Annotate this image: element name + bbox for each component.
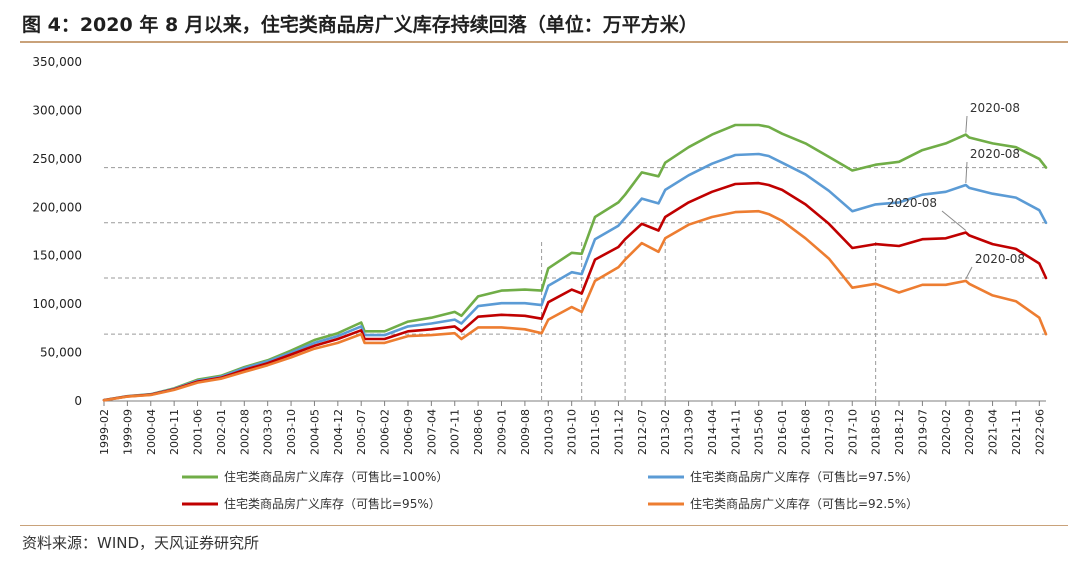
x-tick-label: 2000-11: [168, 409, 181, 455]
x-tick-label: 2021-04: [987, 409, 1000, 455]
x-tick-label: 2014-11: [729, 409, 742, 455]
y-tick-label: 250,000: [32, 152, 82, 166]
x-tick-label: 2007-11: [449, 409, 462, 455]
x-tick-label: 2002-08: [238, 409, 251, 455]
x-tick-label: 2018-12: [893, 409, 906, 455]
legend-item-100: 住宅类商品房广义库存（可售比=100%）: [182, 469, 448, 484]
x-tick-label: 2009-08: [519, 409, 532, 455]
x-tick-label: 2002-01: [215, 409, 228, 455]
annotation-label: 2020-08: [975, 252, 1025, 266]
x-tick-label: 2008-06: [472, 409, 485, 455]
series-line-97-5: [102, 152, 1048, 402]
legend-item-95: 住宅类商品房广义库存（可售比=95%）: [182, 496, 441, 511]
x-tick-label: 2020-02: [940, 409, 953, 455]
annotation-leader-line: [965, 266, 973, 280]
legend-label: 住宅类商品房广义库存（可售比=92.5%）: [690, 496, 918, 511]
x-tick-label: 2004-05: [308, 409, 321, 455]
x-tick-label: 2006-02: [379, 409, 392, 455]
x-tick-label: 2010-10: [566, 409, 579, 455]
annotation-label: 2020-08: [970, 147, 1020, 161]
y-tick-label: 50,000: [40, 346, 82, 360]
x-tick-label: 2003-03: [262, 409, 275, 455]
x-tick-label: 2010-03: [542, 409, 555, 455]
annotation-leader-line: [965, 161, 968, 184]
x-tick-label: 1999-02: [98, 409, 111, 455]
annotation-label: 2020-08: [887, 196, 937, 210]
x-tick-label: 2009-01: [496, 409, 509, 455]
annotation-leader-line: [941, 210, 967, 231]
x-tick-label: 2019-07: [916, 409, 929, 455]
annotation-label: 2020-08: [970, 101, 1020, 115]
series-line-92-5: [102, 209, 1048, 402]
series-line-95: [102, 181, 1048, 402]
y-tick-label: 150,000: [32, 249, 82, 263]
legend-label: 住宅类商品房广义库存（可售比=100%）: [224, 469, 448, 484]
x-tick-label: 2012-07: [636, 409, 649, 455]
title-divider: [20, 41, 1068, 43]
x-tick-label: 2006-09: [402, 409, 415, 455]
x-tick-label: 2011-12: [612, 409, 625, 455]
x-tick-label: 2007-04: [425, 409, 438, 455]
y-tick-label: 300,000: [32, 103, 82, 117]
legend-label: 住宅类商品房广义库存（可售比=97.5%）: [690, 469, 918, 484]
x-tick-label: 2016-08: [799, 409, 812, 455]
x-tick-label: 2004-12: [332, 409, 345, 455]
x-tick-label: 1999-09: [121, 409, 134, 455]
x-tick-label: 2021-11: [1010, 409, 1023, 455]
x-tick-label: 2011-05: [589, 409, 602, 455]
x-tick-label: 2017-03: [823, 409, 836, 455]
x-tick-label: 2015-06: [753, 409, 766, 455]
x-tick-label: 2013-02: [659, 409, 672, 455]
legend-label: 住宅类商品房广义库存（可售比=95%）: [224, 496, 441, 511]
source-note: 资料来源：WIND，天风证券研究所: [22, 534, 260, 552]
x-tick-label: 2018-05: [870, 409, 883, 455]
line-chart: 0 50,000 100,000 150,000 200,000 250,000 300,0…: [32, 55, 1048, 511]
legend-item-97-5: 住宅类商品房广义库存（可售比=97.5%）: [648, 469, 918, 484]
y-tick-label: 100,000: [32, 297, 82, 311]
x-tick-label: 2014-04: [706, 409, 719, 455]
x-tick-label: 2017-10: [846, 409, 859, 455]
x-tick-label: 2016-01: [776, 409, 789, 455]
y-tick-label: 350,000: [32, 55, 82, 69]
chart-title: 图 4：2020 年 8 月以来，住宅类商品房广义库存持续回落（单位：万平方米）: [22, 14, 698, 36]
x-tick-label: 2005-07: [355, 409, 368, 455]
y-tick-label: 0: [74, 394, 82, 408]
legend-item-92-5: 住宅类商品房广义库存（可售比=92.5%）: [648, 496, 918, 511]
x-tick-label: 2020-09: [963, 409, 976, 455]
x-tick-label: 2003-10: [285, 409, 298, 455]
annotation-leader-line: [965, 115, 968, 133]
x-tick-label: 2001-06: [192, 409, 205, 455]
x-tick-label: 2022-06: [1033, 409, 1046, 455]
x-tick-label: 2000-04: [145, 409, 158, 455]
y-tick-label: 200,000: [32, 200, 82, 214]
source-divider: [20, 525, 1068, 526]
series-line-100: [102, 123, 1048, 402]
x-tick-label: 2013-09: [683, 409, 696, 455]
